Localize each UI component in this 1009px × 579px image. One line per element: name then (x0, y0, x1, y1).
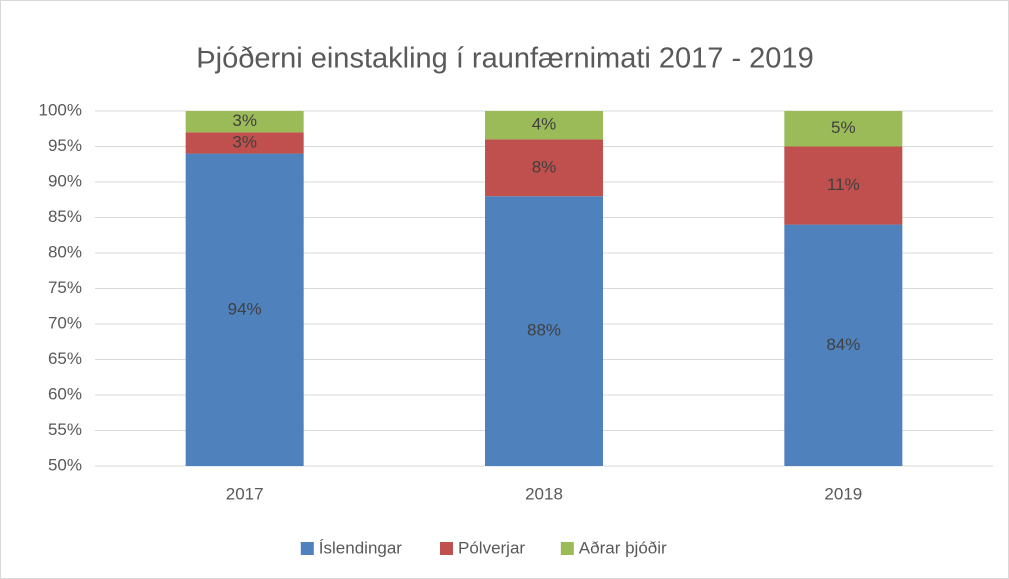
y-tick-label: 90% (48, 171, 82, 190)
data-label: 5% (831, 118, 856, 137)
bar-segment (784, 146, 903, 225)
x-tick-label: 2019 (824, 484, 862, 503)
legend-swatch (440, 542, 453, 555)
y-tick-label: 50% (48, 455, 82, 474)
legend-label: Pólverjar (458, 538, 525, 557)
y-tick-label: 85% (48, 207, 82, 226)
y-tick-label: 60% (48, 384, 82, 403)
x-tick-label: 2017 (226, 484, 264, 503)
bar-segment (185, 153, 304, 466)
bar-segment (185, 111, 304, 133)
y-tick-label: 65% (48, 349, 82, 368)
data-label: 94% (228, 299, 262, 318)
y-tick-label: 70% (48, 313, 82, 332)
legend-swatch (300, 542, 314, 555)
data-label: 3% (232, 111, 257, 130)
y-tick-label: 100% (39, 100, 82, 119)
data-label: 11% (827, 175, 860, 194)
bar-segment (784, 111, 903, 147)
legend-label: Íslendingar (319, 538, 403, 557)
x-tick-label: 2018 (525, 484, 563, 503)
bar-segment (485, 196, 603, 466)
legend-label: Aðrar þjóðir (579, 538, 667, 557)
bar-segment (185, 132, 304, 154)
y-tick-label: 75% (48, 278, 82, 297)
bar-segment (485, 139, 603, 197)
bar-segment (784, 224, 903, 466)
data-label: 84% (826, 335, 860, 354)
y-tick-label: 80% (48, 242, 82, 261)
bar-segment (485, 111, 603, 140)
data-label: 4% (532, 115, 557, 134)
y-tick-label: 95% (48, 136, 82, 155)
legend-swatch (560, 542, 574, 555)
data-label: 88% (527, 321, 561, 340)
data-label: 8% (532, 157, 557, 176)
y-tick-label: 55% (48, 420, 82, 439)
chart-title: Þjóðerni einstakling í raunfærnimati 201… (196, 43, 813, 75)
data-label: 3% (232, 132, 257, 151)
